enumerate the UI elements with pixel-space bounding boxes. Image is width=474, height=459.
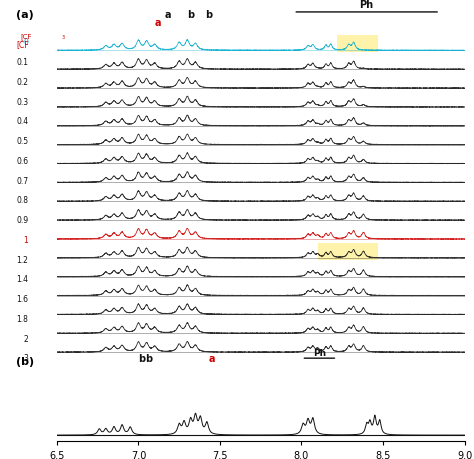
- Text: Ph: Ph: [360, 0, 374, 10]
- Text: 1.8: 1.8: [17, 314, 28, 323]
- Text: 0.8: 0.8: [16, 196, 28, 205]
- Text: a: a: [164, 10, 171, 20]
- Text: 0: 0: [24, 38, 28, 47]
- Text: 1.4: 1.4: [16, 274, 28, 284]
- Text: 2: 2: [24, 334, 28, 343]
- Text: 1.2: 1.2: [17, 255, 28, 264]
- Text: [CF: [CF: [16, 40, 29, 49]
- Text: 1.6: 1.6: [16, 294, 28, 303]
- Text: 0.2: 0.2: [16, 78, 28, 87]
- Text: /[(S)-1$^Y$]: /[(S)-1$^Y$]: [0, 458, 1, 459]
- Text: 1: 1: [24, 235, 28, 244]
- Text: 0.6: 0.6: [16, 157, 28, 165]
- Text: Ph: Ph: [313, 348, 326, 357]
- Text: b: b: [138, 353, 145, 364]
- Text: (b): (b): [16, 356, 34, 366]
- Text: b: b: [187, 10, 194, 20]
- Text: b: b: [205, 10, 212, 20]
- Text: 0.7: 0.7: [16, 176, 28, 185]
- Text: (a): (a): [16, 10, 34, 20]
- Text: $_3$: $_3$: [61, 33, 66, 41]
- Bar: [337, 243, 378, 260]
- Text: [CF$_3$COO$^-$]: [CF$_3$COO$^-$]: [0, 458, 1, 459]
- Text: b: b: [145, 353, 152, 364]
- Text: 0.9: 0.9: [16, 216, 28, 224]
- Text: a: a: [155, 18, 161, 28]
- Bar: [318, 243, 337, 260]
- Bar: [337, 36, 378, 53]
- Text: 3: 3: [24, 353, 28, 363]
- Text: 0.5: 0.5: [16, 137, 28, 146]
- Text: [CF: [CF: [20, 33, 32, 40]
- Text: 0.4: 0.4: [16, 117, 28, 126]
- Text: 0.3: 0.3: [16, 97, 28, 106]
- Text: 0.1: 0.1: [16, 58, 28, 67]
- Text: a: a: [209, 353, 215, 364]
